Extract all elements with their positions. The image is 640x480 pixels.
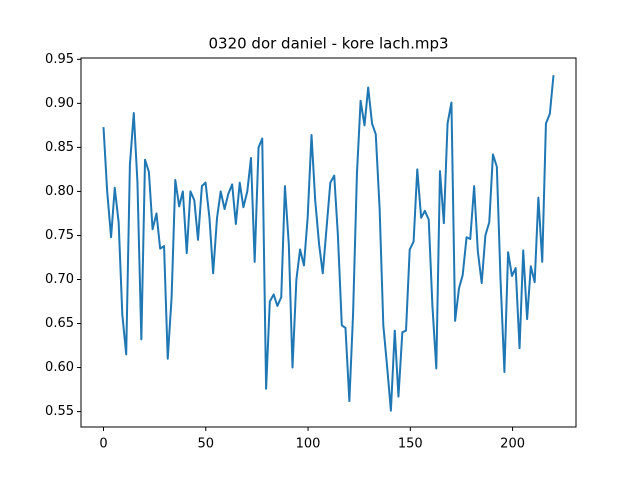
y-tick-label: 0.75 xyxy=(45,228,74,243)
y-tick-label: 0.85 xyxy=(45,140,74,155)
y-tick-label: 0.60 xyxy=(45,360,74,375)
x-tick-label: 100 xyxy=(296,437,321,452)
y-tick-label: 0.65 xyxy=(45,316,74,331)
y-tick-label: 0.90 xyxy=(45,96,74,111)
y-tick-label: 0.55 xyxy=(45,404,74,419)
plot-frame xyxy=(80,57,577,428)
x-tick-label: 0 xyxy=(99,437,107,452)
x-tick-label: 50 xyxy=(197,437,214,452)
chart-title: 0320 dor daniel - kore lach.mp3 xyxy=(208,35,448,53)
y-tick-label: 0.80 xyxy=(45,184,74,199)
x-tick-label: 200 xyxy=(500,437,525,452)
y-tick-label: 0.95 xyxy=(45,52,74,67)
y-tick-label: 0.70 xyxy=(45,272,74,287)
data-line xyxy=(102,75,555,412)
x-tick-label: 150 xyxy=(398,437,423,452)
